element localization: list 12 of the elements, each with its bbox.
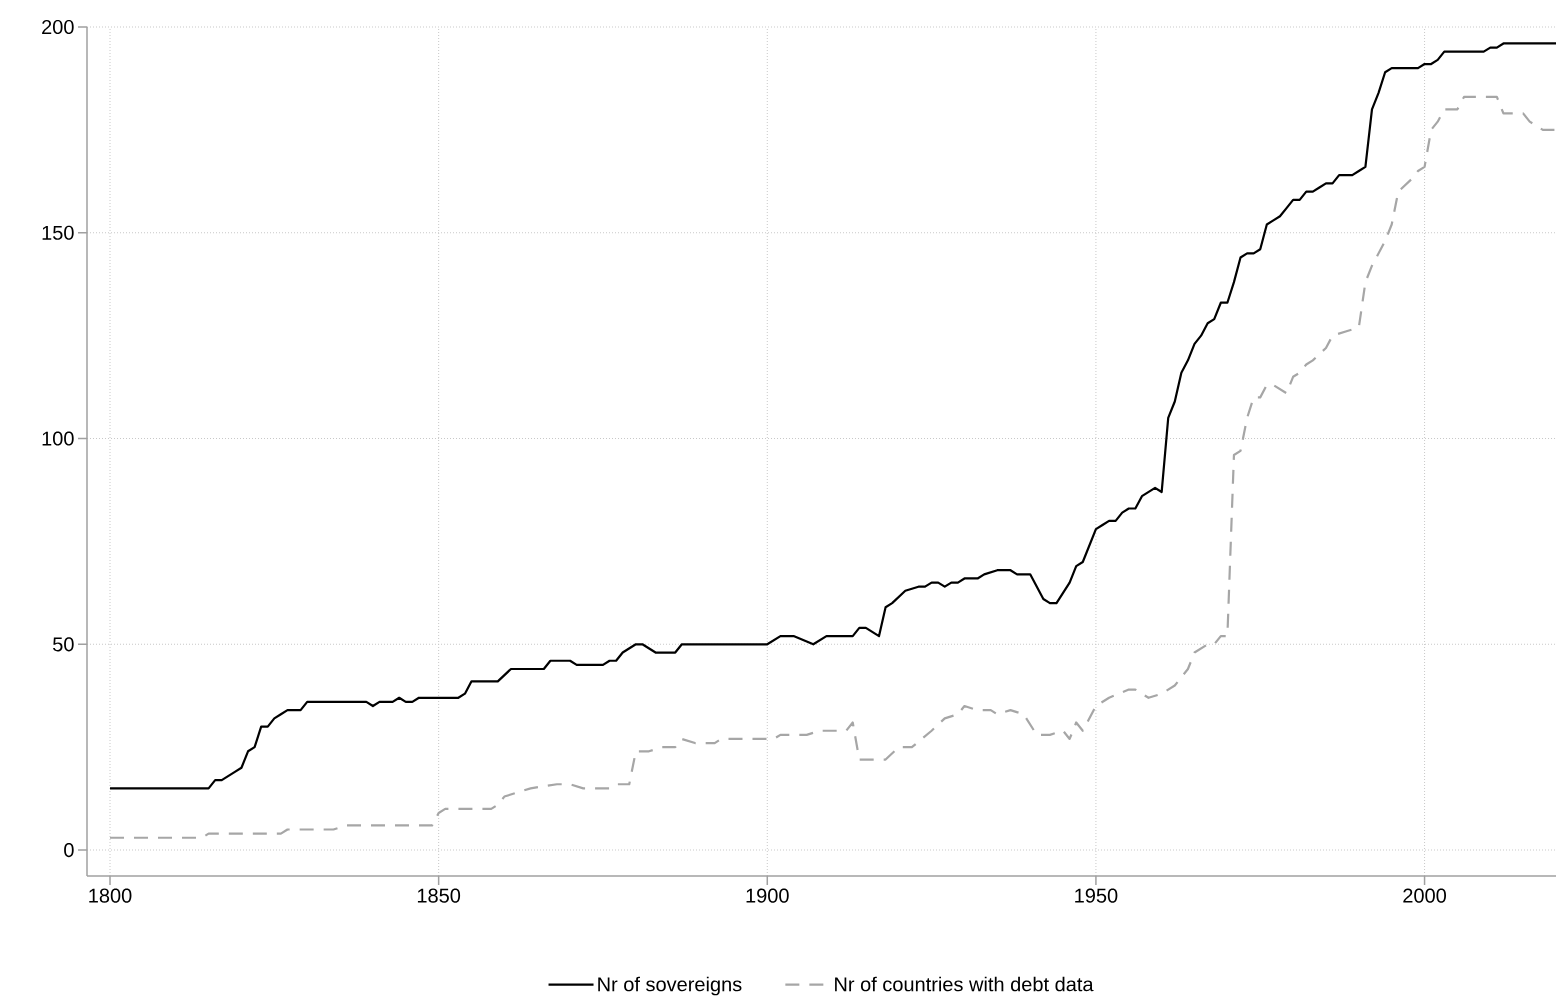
y-tick-label: 50 — [53, 637, 74, 652]
x-tick-label: 2000 — [1403, 888, 1447, 903]
legend-label: Nr of countries with debt data — [835, 976, 1094, 992]
legend-label: Nr of sovereigns — [598, 976, 742, 996]
x-tick-label: 1900 — [746, 888, 789, 903]
y-tick-label: 200 — [42, 19, 74, 35]
x-tick-label: 1800 — [89, 888, 132, 903]
y-tick-label: 100 — [42, 431, 74, 446]
x-tick-label: 1850 — [417, 888, 461, 903]
y-tick-label: 0 — [64, 843, 74, 858]
x-tick-label: 1950 — [1075, 888, 1118, 903]
y-tick-label: 150 — [42, 225, 74, 240]
